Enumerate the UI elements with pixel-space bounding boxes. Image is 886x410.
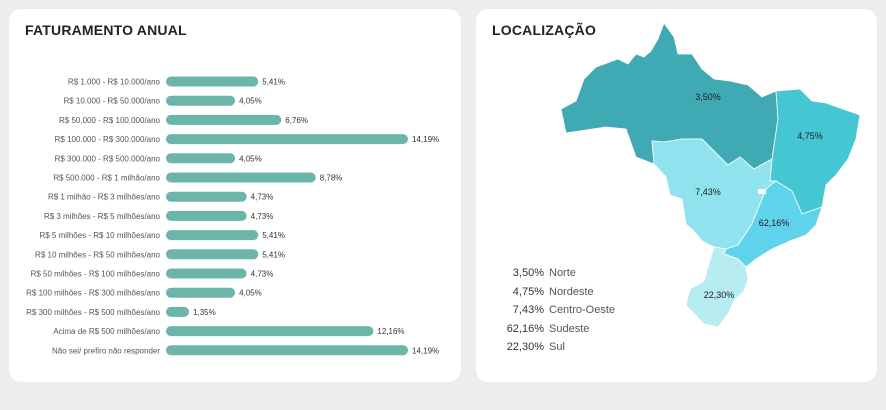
legend-region-name: Norte — [549, 267, 576, 279]
bar-category-label: R$ 1.000 - R$ 10.000/ano — [68, 78, 161, 87]
bar — [166, 210, 247, 221]
legend-value: 22,30% — [506, 341, 544, 353]
bar-value-label: 14,19% — [412, 135, 439, 144]
bar-value-label: 4,73% — [251, 212, 274, 221]
bar-category-label: Acima de R$ 500 milhões/ano — [53, 327, 160, 336]
bar-category-label: R$ 500.000 - R$ 1 milhão/ano — [53, 174, 160, 183]
legend-region-name: Sudeste — [549, 322, 590, 335]
bar — [166, 76, 259, 87]
legend-row-sudeste: 62,16% Sudeste — [496, 320, 656, 339]
brazil-region-map: 3,50% 4,75% 7,43% 62,16% 22,30% — [560, 22, 861, 328]
bar-category-label: R$ 5 milhões - R$ 10 milhões/ano — [39, 231, 160, 240]
bar-category-label: R$ 10 milhões - R$ 50 milhões/ano — [35, 250, 161, 259]
legend-row-sul: 22,30% Sul — [496, 338, 656, 357]
bar-value-label: 4,73% — [251, 193, 274, 202]
bar-category-label: R$ 300 milhões - R$ 500 milhões/ano — [26, 308, 160, 317]
bar — [166, 326, 374, 337]
legend-value: 62,16% — [506, 322, 544, 335]
legend-region-name: Sul — [549, 341, 565, 353]
legend-row-centro-oeste: 7,43% Centro-Oeste — [496, 301, 656, 320]
revenue-bar-chart: R$ 1.000 - R$ 10.000/ano 5,41% R$ 10.000 -… — [26, 76, 439, 356]
bar — [166, 306, 190, 317]
bar-category-label: R$ 50 milhões - R$ 100 milhões/ano — [31, 270, 161, 279]
bar-value-label: 4,73% — [251, 270, 274, 279]
bar-category-label: R$ 10.000 - R$ 50.000/ano — [63, 97, 160, 106]
region-label-sul: 22,30% — [704, 290, 735, 300]
federal-district-marker — [758, 189, 766, 194]
legend-value: 3,50% — [512, 267, 544, 279]
legend-region-name: Nordeste — [549, 285, 594, 298]
bar — [166, 172, 316, 183]
region-label-sudeste: 62,16% — [759, 218, 790, 228]
bar-value-label: 14,19% — [412, 346, 439, 355]
bar-value-label: 4,05% — [239, 97, 262, 106]
bar-category-label: R$ 100.000 - R$ 300.000/ano — [55, 135, 161, 144]
bar — [166, 345, 408, 356]
region-label-centro-oeste: 7,43% — [695, 187, 721, 197]
bar-value-label: 4,05% — [239, 289, 262, 298]
bar — [166, 134, 408, 145]
bar-category-label: R$ 1 milhão - R$ 3 milhões/ano — [48, 193, 161, 202]
bar — [166, 114, 282, 125]
bar-value-label: 5,41% — [262, 250, 285, 259]
bar — [166, 287, 236, 298]
region-sul — [685, 246, 749, 328]
bar — [166, 191, 247, 202]
region-label-norte: 3,50% — [695, 92, 721, 102]
region-sudeste — [723, 180, 823, 268]
revenue-card-title: FATURAMENTO ANUAL — [25, 22, 187, 38]
bar — [166, 95, 236, 106]
location-card-title: LOCALIZAÇÃO — [492, 22, 597, 38]
bar — [166, 153, 236, 164]
bar-category-label: Não sei/ prefiro não responder — [52, 346, 160, 355]
bar-category-label: R$ 3 milhões - R$ 5 milhões/ano — [44, 212, 161, 221]
bar-value-label: 8,78% — [320, 174, 343, 183]
bar-value-label: 4,05% — [239, 154, 262, 163]
legend-row-norte: 3,50% Norte — [496, 264, 656, 283]
legend-region-name: Centro-Oeste — [549, 304, 616, 316]
bar — [166, 249, 259, 260]
bar-category-label: R$ 300.000 - R$ 500.000/ano — [55, 154, 161, 163]
bar-category-label: R$ 50.000 - R$ 100.000/ano — [59, 116, 161, 125]
bar-value-label: 1,35% — [193, 308, 216, 317]
revenue-card: FATURAMENTO ANUAL R$ 1.000 - R$ 10.000/a… — [9, 9, 461, 382]
bar-value-label: 6,76% — [285, 116, 308, 125]
bar-value-label: 5,41% — [262, 78, 285, 87]
bar-category-label: R$ 100 milhões - R$ 300 milhões/ano — [26, 289, 160, 298]
bar — [166, 268, 247, 279]
legend-value: 4,75% — [512, 285, 544, 298]
legend-row-nordeste: 4,75% Nordeste — [496, 283, 656, 302]
bar — [166, 230, 259, 241]
bar-value-label: 12,16% — [377, 327, 404, 336]
location-card: LOCALIZAÇÃO 3,50% 4,75% 7,43% 62,16% 22,… — [476, 9, 877, 382]
region-legend: 3,50% Norte 4,75% Nordeste 7,43% Centro-… — [496, 264, 656, 357]
bar-value-label: 5,41% — [262, 231, 285, 240]
region-label-nordeste: 4,75% — [797, 131, 823, 141]
legend-value: 7,43% — [512, 304, 544, 316]
